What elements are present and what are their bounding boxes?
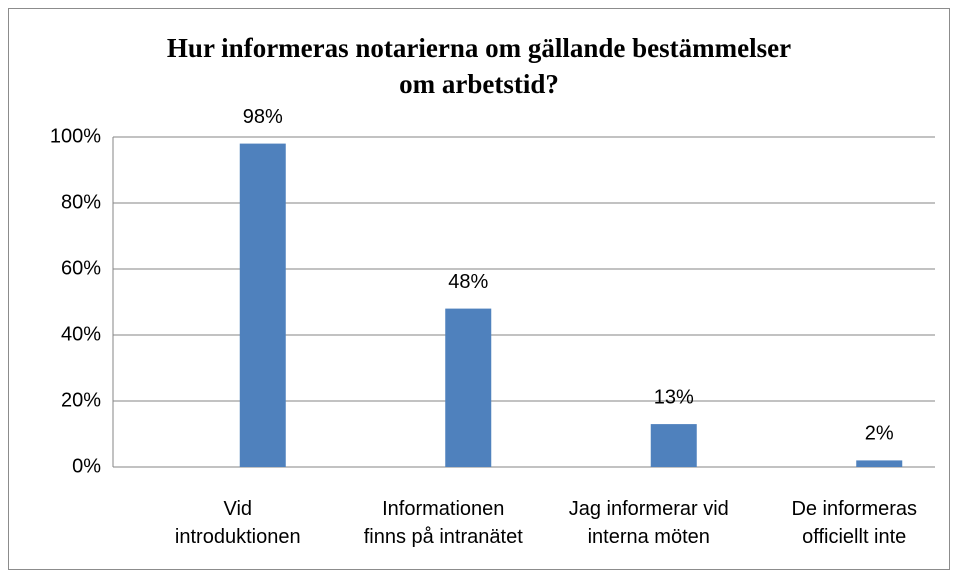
value-label: 98% [243, 106, 283, 128]
value-label: 2% [865, 423, 894, 445]
bar [445, 308, 492, 467]
x-tick-label: Vid introduktionen [174, 498, 301, 548]
y-tick-label: 40% [61, 323, 101, 345]
bar [239, 143, 286, 467]
chart-title: Hur informeras notarierna om gällande be… [166, 33, 792, 99]
chart-frame [8, 8, 950, 570]
y-tick-label: 20% [61, 389, 101, 411]
y-tick-label: 80% [61, 191, 101, 213]
y-tick-label: 60% [61, 257, 101, 279]
x-tick-label: Jag informerar vid interna möten [568, 498, 729, 548]
x-tick-label: Informationen finns på intranätet [363, 498, 523, 548]
bar [856, 460, 903, 467]
bar [650, 424, 697, 467]
x-tick-label: De informeras officiellt inte [791, 498, 918, 548]
y-tick-label: 100% [50, 125, 101, 147]
value-label: 48% [448, 271, 488, 293]
y-tick-label: 0% [72, 455, 101, 477]
value-label: 13% [654, 386, 694, 408]
